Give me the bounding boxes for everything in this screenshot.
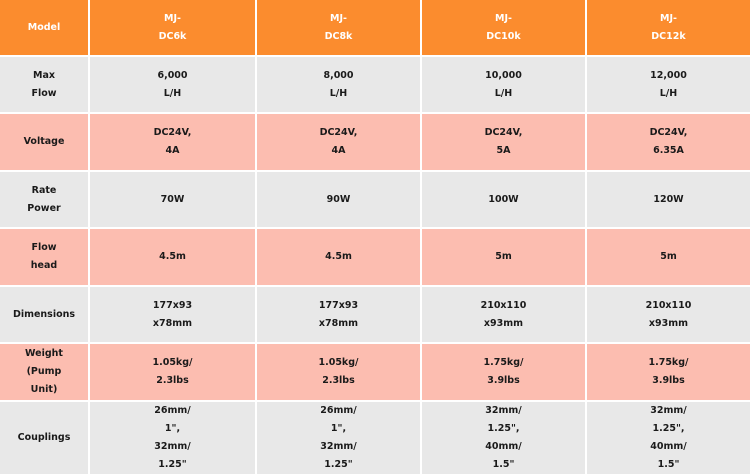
table-cell: 26mm/ 1", 32mm/ 1.25" (257, 402, 420, 474)
table-cell: DC24V, 4A (90, 114, 255, 170)
table-cell: 210x110 x93mm (587, 287, 750, 342)
table-cell: 12,000 L/H (587, 57, 750, 112)
row-label: Weight (Pump Unit) (0, 344, 88, 400)
table-cell: 177x93 x78mm (90, 287, 255, 342)
table-cell: 70W (90, 172, 255, 227)
header-cell-model-2: MJ- DC8k (257, 0, 420, 55)
row-label: Dimensions (0, 287, 88, 342)
header-cell-model-1: MJ- DC6k (90, 0, 255, 55)
table-cell: 1.75kg/ 3.9lbs (587, 344, 750, 400)
table-cell: 10,000 L/H (422, 57, 585, 112)
table-cell: 5m (587, 229, 750, 285)
table-cell: 8,000 L/H (257, 57, 420, 112)
table-cell: 1.05kg/ 2.3lbs (257, 344, 420, 400)
table-cell: 4.5m (257, 229, 420, 285)
table-cell: 26mm/ 1", 32mm/ 1.25" (90, 402, 255, 474)
table-cell: 32mm/ 1.25", 40mm/ 1.5" (422, 402, 585, 474)
table-cell: 1.05kg/ 2.3lbs (90, 344, 255, 400)
row-label: Rate Power (0, 172, 88, 227)
row-label: Couplings (0, 402, 88, 474)
table-cell: DC24V, 4A (257, 114, 420, 170)
row-label: Voltage (0, 114, 88, 170)
table-cell: 4.5m (90, 229, 255, 285)
table-cell: 5m (422, 229, 585, 285)
table-cell: 1.75kg/ 3.9lbs (422, 344, 585, 400)
table-cell: 100W (422, 172, 585, 227)
table-cell: DC24V, 5A (422, 114, 585, 170)
table-cell: 210x110 x93mm (422, 287, 585, 342)
header-cell-model-4: MJ- DC12k (587, 0, 750, 55)
row-label: Flow head (0, 229, 88, 285)
table-cell: 90W (257, 172, 420, 227)
header-label-model: Model (0, 0, 88, 55)
row-label: Max Flow (0, 57, 88, 112)
header-cell-model-3: MJ- DC10k (422, 0, 585, 55)
table-cell: 6,000 L/H (90, 57, 255, 112)
table-cell: 32mm/ 1.25", 40mm/ 1.5" (587, 402, 750, 474)
table-cell: 177x93 x78mm (257, 287, 420, 342)
table-cell: 120W (587, 172, 750, 227)
table-cell: DC24V, 6.35A (587, 114, 750, 170)
